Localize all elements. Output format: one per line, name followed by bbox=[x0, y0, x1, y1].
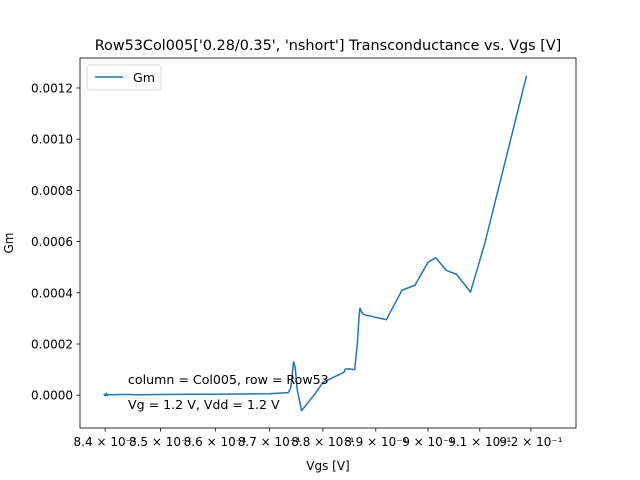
x-axis-label: Vgs [V] bbox=[306, 459, 349, 473]
legend-label-gm: Gm bbox=[133, 70, 155, 85]
y-axis-label: Gm bbox=[2, 233, 16, 254]
data-point bbox=[121, 393, 123, 396]
data-point bbox=[356, 343, 358, 345]
x-tick-label: 8.8 × 10⁻¹ bbox=[291, 435, 354, 449]
y-tick-label: 0.0008 bbox=[31, 184, 73, 198]
data-point bbox=[344, 368, 346, 370]
axes-frame bbox=[79, 57, 577, 429]
data-point bbox=[455, 273, 458, 275]
data-point bbox=[484, 242, 486, 244]
data-point bbox=[104, 395, 106, 397]
data-point bbox=[290, 386, 292, 389]
data-point bbox=[298, 399, 301, 401]
y-axis: 0.0000 0.0002 0.0004 0.0006 0.0008 0.0010 0.00… bbox=[31, 81, 80, 403]
x-tick-label: 8.5 × 10⁻¹ bbox=[129, 435, 192, 449]
y-tick-label: 0.0010 bbox=[31, 133, 73, 147]
y-tick-label: 0.0000 bbox=[31, 389, 73, 403]
data-point bbox=[363, 313, 365, 316]
data-point bbox=[401, 289, 403, 291]
data-point bbox=[187, 393, 189, 395]
y-tick-label: 0.0006 bbox=[31, 235, 73, 249]
data-point bbox=[354, 369, 356, 371]
y-tick-label: 0.0012 bbox=[31, 81, 73, 95]
x-tick-label: 8.4 × 10⁻¹ bbox=[74, 435, 137, 449]
data-point bbox=[103, 393, 105, 395]
data-point bbox=[469, 291, 472, 293]
data-point bbox=[105, 392, 107, 395]
x-tick-label: 8.7 × 10⁻¹ bbox=[238, 435, 301, 449]
data-point bbox=[414, 284, 416, 286]
x-tick-label: 9 × 10⁻¹ bbox=[402, 435, 454, 449]
y-tick-label: 0.0002 bbox=[31, 338, 73, 352]
annotation-voltages: Vg = 1.2 V, Vdd = 1.2 V bbox=[128, 397, 280, 412]
data-point bbox=[445, 269, 447, 271]
data-point bbox=[292, 361, 295, 363]
data-point bbox=[287, 392, 289, 394]
annotation-location: column = Col005, row = Row53 bbox=[128, 372, 329, 387]
data-point bbox=[241, 393, 244, 395]
plot-area: 0.0000 0.0002 0.0004 0.0006 0.0008 0.0010 0.00… bbox=[31, 57, 577, 449]
data-point bbox=[107, 393, 110, 396]
data-point bbox=[322, 381, 324, 384]
data-point bbox=[343, 371, 345, 373]
data-point bbox=[296, 389, 298, 391]
data-point bbox=[106, 394, 108, 397]
data-point bbox=[268, 393, 270, 395]
data-point bbox=[137, 394, 140, 396]
legend: Gm bbox=[86, 64, 162, 91]
data-point bbox=[351, 368, 353, 370]
data-point bbox=[358, 317, 360, 320]
data-point bbox=[427, 261, 429, 263]
data-point bbox=[360, 311, 363, 313]
legend-box bbox=[86, 64, 162, 91]
data-point bbox=[300, 409, 303, 412]
y-tick-label: 0.0004 bbox=[31, 286, 73, 300]
data-point bbox=[294, 366, 296, 368]
data-point bbox=[314, 393, 316, 395]
x-tick-label: 9.1 × 10⁻¹ bbox=[448, 435, 511, 449]
data-point bbox=[214, 393, 216, 395]
x-axis: 8.4 × 10⁻¹8.5 × 10⁻¹8.6 × 10⁻¹8.7 × 10⁻¹… bbox=[74, 428, 563, 449]
x-tick-label: 9.2 × 10⁻¹ bbox=[499, 435, 562, 449]
series-layer bbox=[103, 75, 528, 412]
data-point bbox=[159, 393, 162, 396]
x-tick-label: 8.6 × 10⁻¹ bbox=[184, 435, 247, 449]
data-point bbox=[435, 257, 437, 259]
data-point bbox=[385, 319, 387, 321]
data-point bbox=[359, 307, 361, 309]
x-tick-label: 8.9 × 10⁻¹ bbox=[344, 435, 407, 449]
chart-title: Row53Col005['0.28/0.35', 'nshort'] Trans… bbox=[95, 38, 562, 54]
data-point bbox=[525, 75, 527, 78]
data-point bbox=[348, 368, 350, 370]
data-point bbox=[305, 404, 307, 407]
data-point bbox=[110, 394, 112, 396]
